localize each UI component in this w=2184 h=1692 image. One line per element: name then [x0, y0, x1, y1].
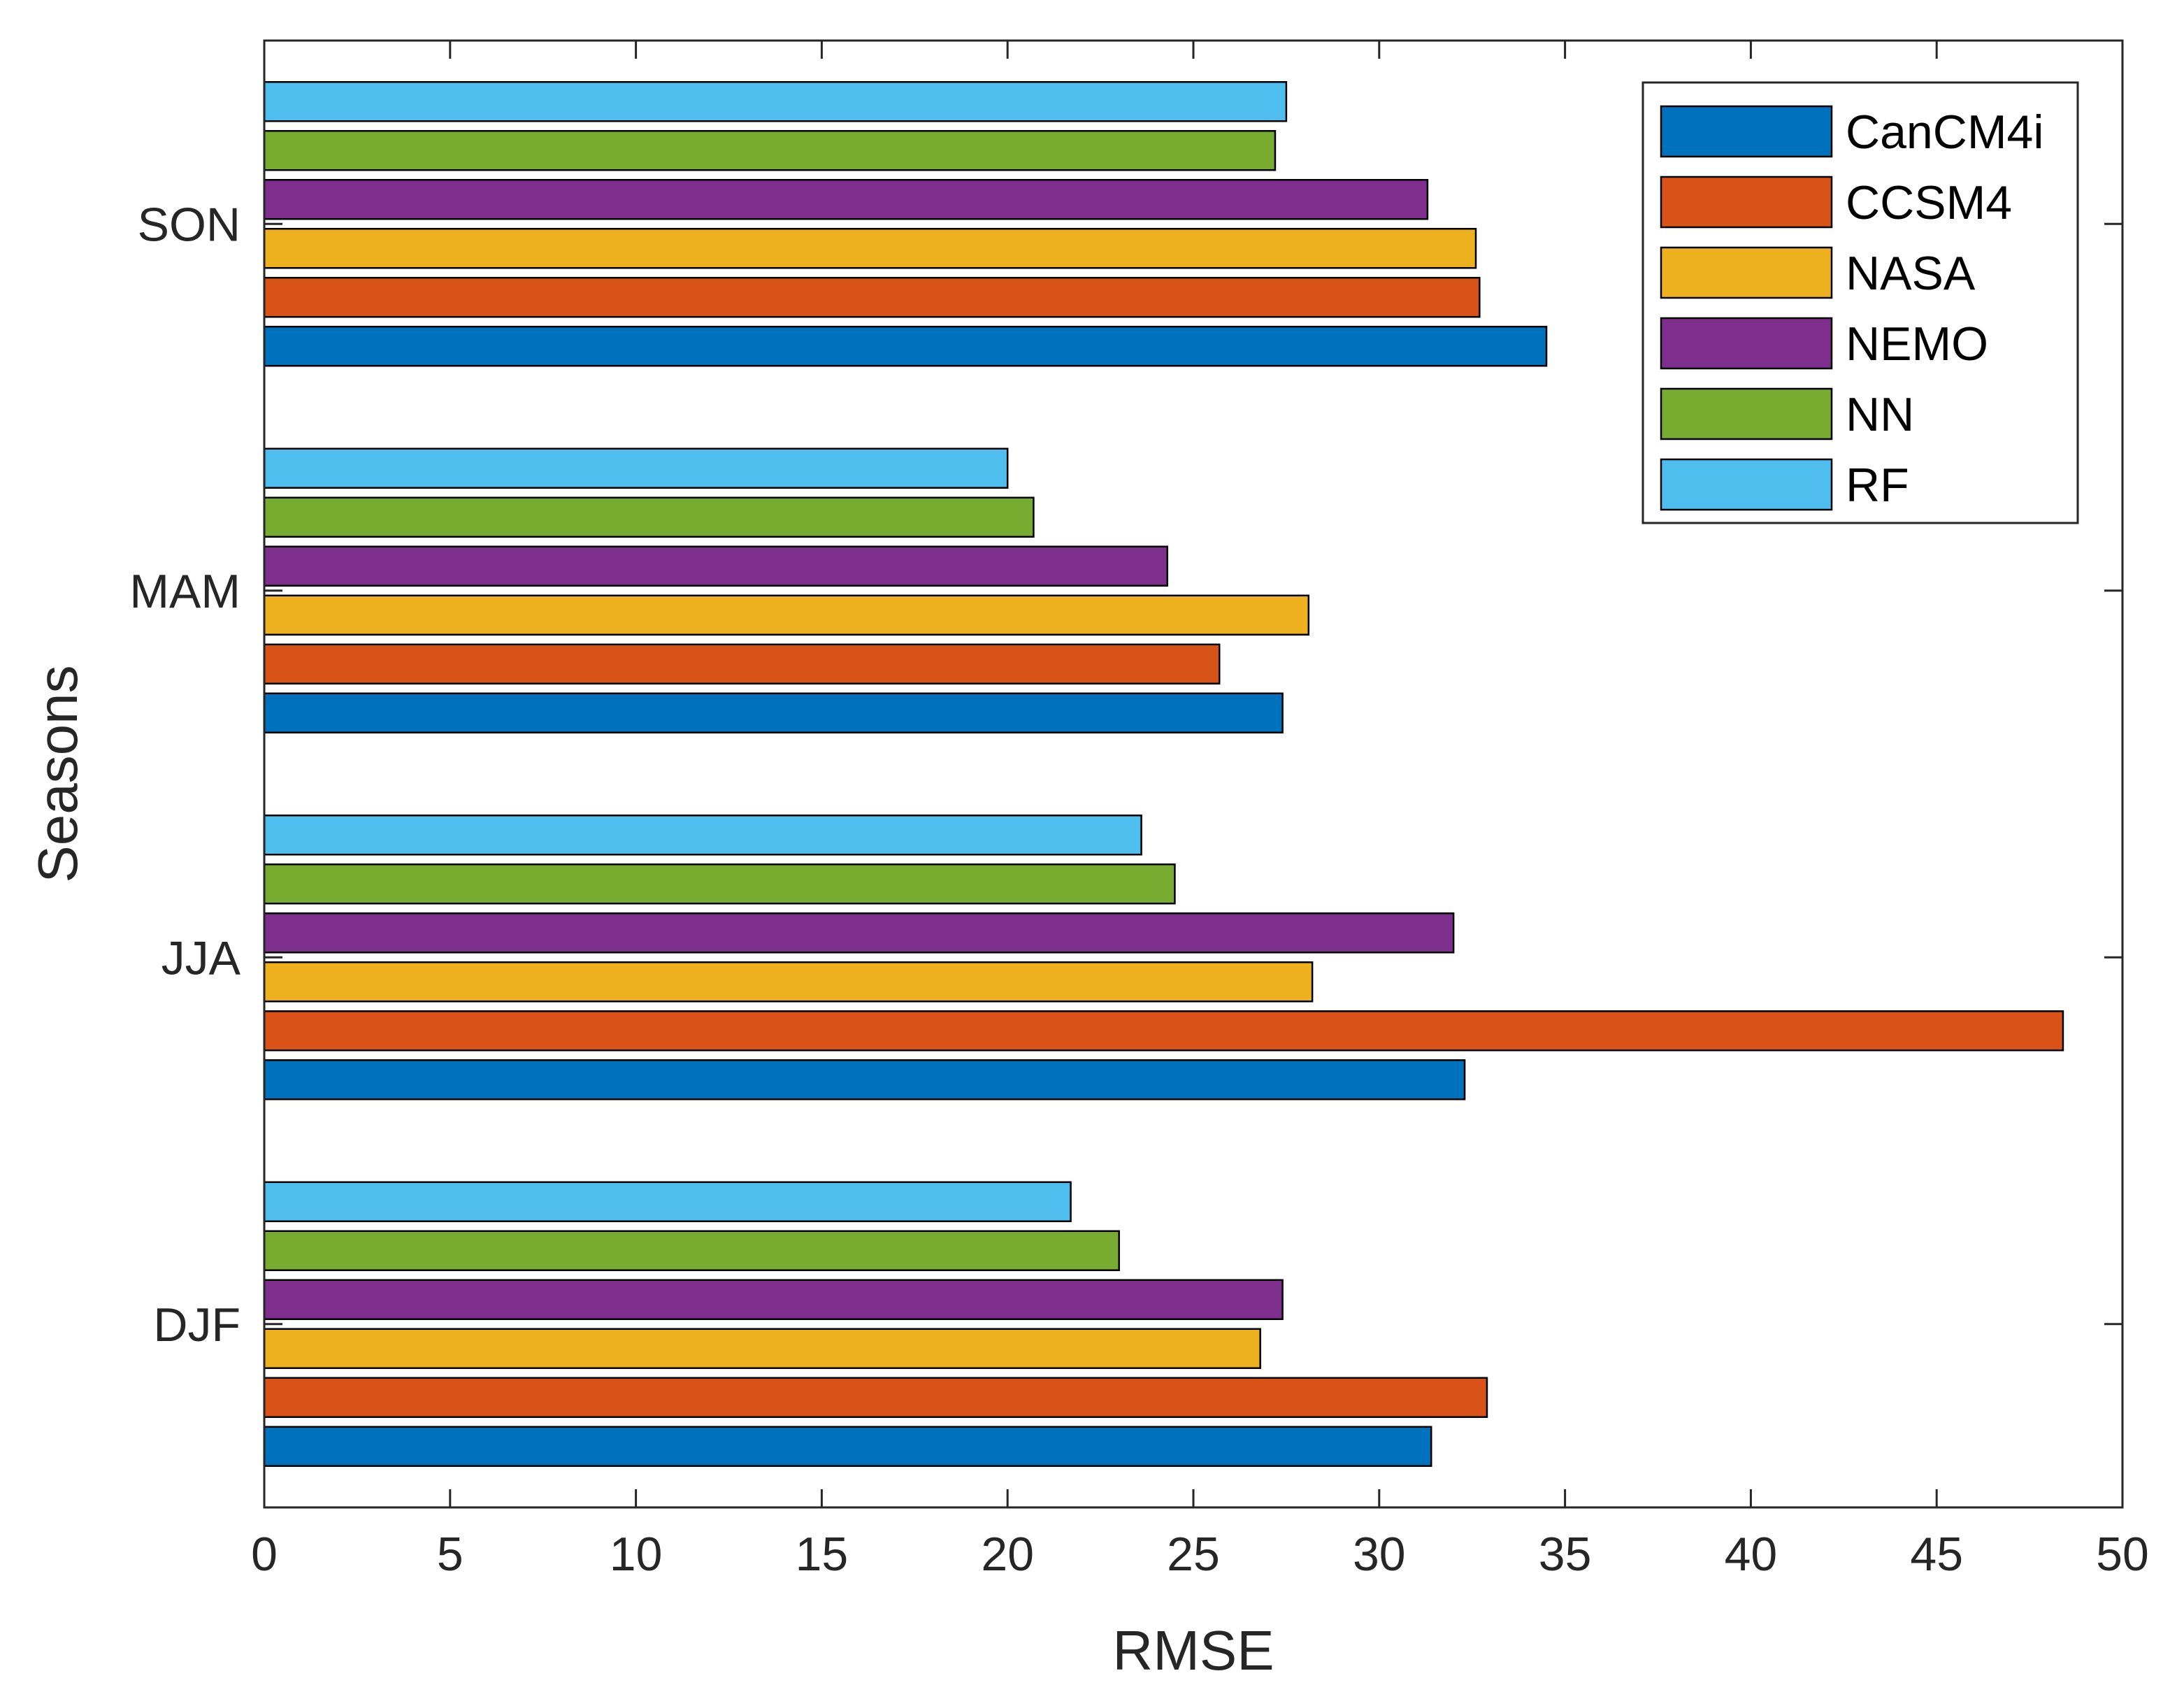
bar-mam-nasa — [263, 594, 1310, 636]
x-tick-label: 25 — [1167, 1528, 1220, 1581]
x-tick-label: 40 — [1725, 1528, 1778, 1581]
bar-mam-cancm4i — [263, 692, 1284, 733]
legend-label-nasa: NASA — [1846, 247, 1976, 300]
y-tick-label: DJF — [153, 1298, 240, 1352]
bar-son-nn — [263, 130, 1277, 171]
x-tick-label: 50 — [2096, 1528, 2149, 1581]
bar-djf-rf — [263, 1181, 1072, 1222]
bar-djf-nasa — [263, 1328, 1261, 1369]
x-tick-label: 20 — [981, 1528, 1034, 1581]
y-tick-label: SON — [138, 198, 240, 251]
x-tick-label: 35 — [1539, 1528, 1592, 1581]
bar-djf-cancm4i — [263, 1426, 1432, 1467]
bar-jja-nemo — [263, 912, 1455, 954]
bar-son-nasa — [263, 228, 1477, 269]
legend-swatch-nemo — [1660, 317, 1833, 370]
legend-label-nn: NN — [1846, 388, 1914, 441]
bar-jja-nn — [263, 863, 1176, 905]
bar-jja-cancm4i — [263, 1059, 1466, 1100]
bar-son-ccsm4 — [263, 277, 1481, 318]
axes-group: 0 5 10 15 20 25 30 35 40 45 50 DJF JJA MAM SON — [129, 39, 2149, 1581]
legend-swatch-cancm4i — [1660, 105, 1833, 158]
legend-swatch-nn — [1660, 387, 1833, 440]
x-tick-label: 10 — [610, 1528, 663, 1581]
legend-swatch-nasa — [1660, 246, 1833, 299]
y-tick-label: MAM — [129, 565, 240, 618]
legend-swatch-rf — [1660, 458, 1833, 511]
bar-jja-nasa — [263, 961, 1314, 1003]
y-axis-title: Seasons — [27, 665, 89, 882]
bar-son-rf — [263, 81, 1288, 122]
bar-jja-rf — [263, 815, 1142, 856]
legend-label-nemo: NEMO — [1846, 317, 1988, 371]
x-tick-label: 5 — [437, 1528, 464, 1581]
x-axis-title: RMSE — [1112, 1619, 1274, 1682]
x-tick-label: 30 — [1353, 1528, 1406, 1581]
bar-son-nemo — [263, 179, 1429, 220]
legend-label-rf: RF — [1846, 459, 1909, 512]
x-tick-label: 45 — [1910, 1528, 1963, 1581]
bar-son-cancm4i — [263, 326, 1548, 367]
legend-swatch-ccsm4 — [1660, 175, 1833, 229]
bar-jja-ccsm4 — [263, 1010, 2064, 1052]
bar-mam-nemo — [263, 545, 1169, 587]
legend-label-ccsm4: CCSM4 — [1846, 176, 2012, 229]
legend: CanCM4i CCSM4 NASA NEMO NN RF — [1641, 81, 2079, 524]
bar-djf-ccsm4 — [263, 1377, 1488, 1418]
x-tick-label: 0 — [251, 1528, 278, 1581]
bar-djf-nemo — [263, 1279, 1284, 1320]
bar-mam-ccsm4 — [263, 643, 1221, 684]
legend-label-cancm4i: CanCM4i — [1846, 106, 2043, 159]
x-tick-label: 15 — [796, 1528, 849, 1581]
y-tick-label: JJA — [161, 931, 241, 984]
bar-mam-nn — [263, 496, 1035, 538]
bars-group — [263, 81, 2064, 1467]
bar-mam-rf — [263, 447, 1009, 489]
bar-djf-nn — [263, 1230, 1120, 1271]
